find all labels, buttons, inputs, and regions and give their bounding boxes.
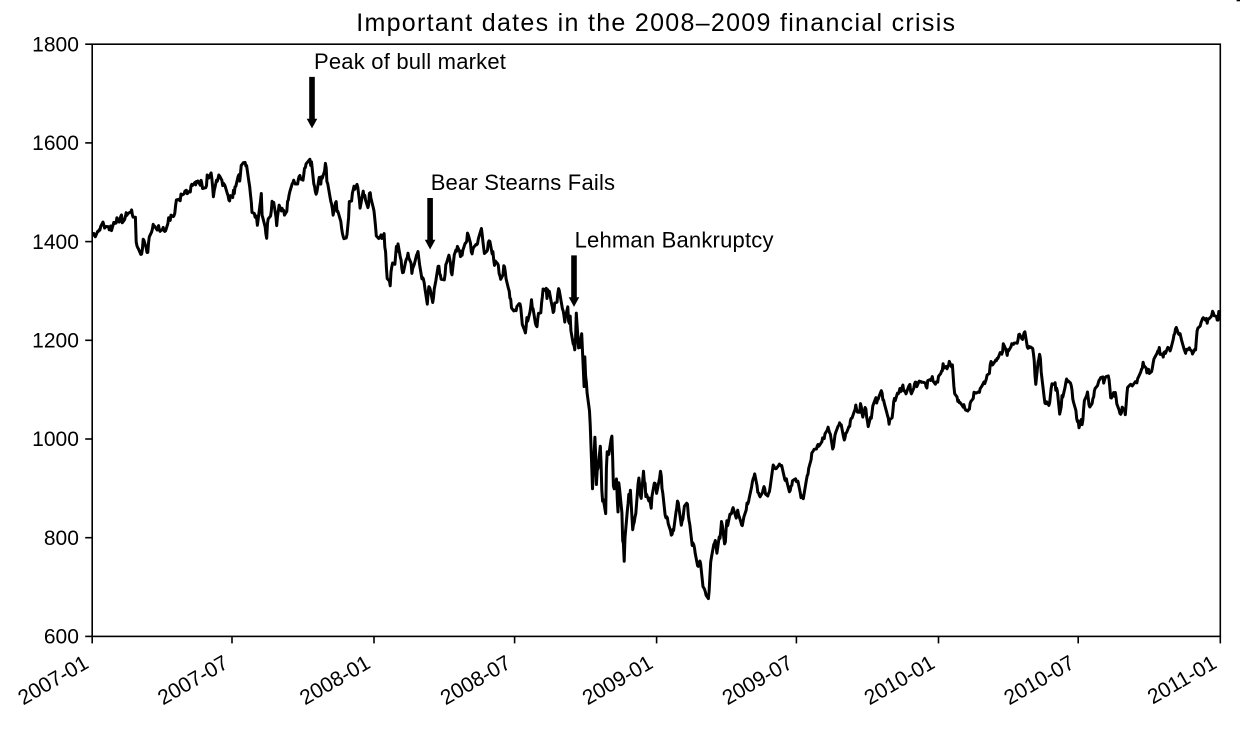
svg-text:Important dates in the 2008–20: Important dates in the 2008–2009 financi…: [356, 9, 956, 37]
svg-text:2007-01: 2007-01: [14, 651, 92, 709]
svg-text:2007-07: 2007-07: [154, 651, 232, 709]
svg-text:600: 600: [44, 626, 79, 649]
svg-text:1200: 1200: [32, 330, 79, 353]
svg-text:Lehman Bankruptcy: Lehman Bankruptcy: [575, 228, 774, 253]
svg-text:1800: 1800: [32, 33, 79, 56]
svg-text:2009-07: 2009-07: [718, 651, 796, 709]
svg-text:1400: 1400: [32, 231, 79, 254]
svg-text:1000: 1000: [32, 428, 79, 451]
svg-text:800: 800: [44, 527, 79, 550]
svg-text:2008-07: 2008-07: [437, 651, 515, 709]
svg-text:2011-01: 2011-01: [1144, 651, 1221, 709]
svg-text:Peak of bull market: Peak of bull market: [314, 49, 506, 74]
svg-text:2010-01: 2010-01: [861, 651, 939, 709]
svg-text:Bear Stearns Fails: Bear Stearns Fails: [431, 170, 616, 195]
svg-text:2009-01: 2009-01: [579, 651, 657, 709]
svg-text:2008-01: 2008-01: [296, 651, 374, 709]
svg-text:2010-07: 2010-07: [1000, 651, 1078, 709]
svg-text:1600: 1600: [32, 132, 79, 155]
